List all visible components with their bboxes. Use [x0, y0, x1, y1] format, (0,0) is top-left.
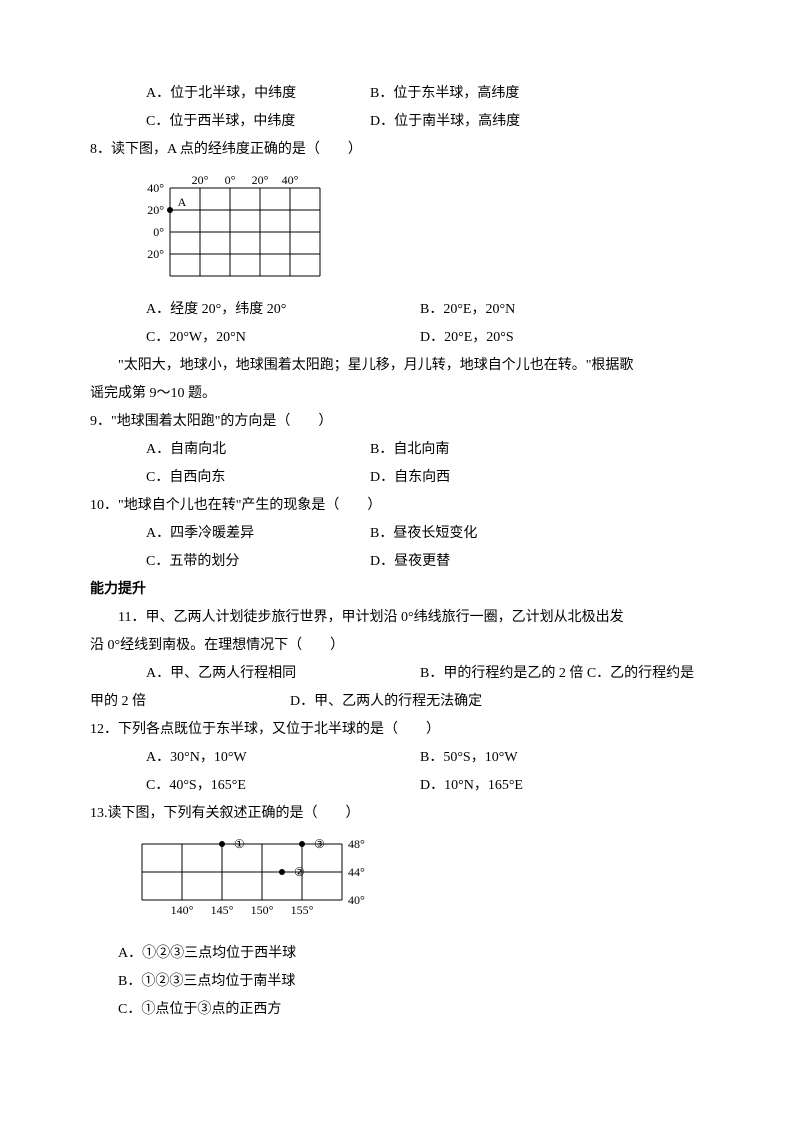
svg-text:①: ①: [234, 837, 245, 851]
section-heading: 能力提升: [90, 576, 710, 604]
q12-row2: C．40°S，165°E D．10°N，165°E: [90, 772, 710, 800]
q8-opt-d: D．20°E，20°S: [420, 324, 710, 352]
q7-row2: C．位于西半球，中纬度 D．位于南半球，高纬度: [90, 108, 710, 136]
q10-opt-b: B．昼夜长短变化: [370, 520, 710, 548]
svg-text:145°: 145°: [211, 903, 234, 917]
passage-l2: 谣完成第 9～10 题。: [90, 380, 710, 408]
q9-stem: 9．"地球围着太阳跑"的方向是（ ）: [90, 408, 710, 436]
q13-opt-a: A．①②③三点均位于西半球: [90, 940, 710, 968]
q8-opt-b: B．20°E，20°N: [420, 296, 710, 324]
svg-text:③: ③: [314, 837, 325, 851]
q9-opt-b: B．自北向南: [370, 436, 710, 464]
q10-stem: 10．"地球自个儿也在转"产生的现象是（ ）: [90, 492, 710, 520]
q11-opt-d: D．甲、乙两人的行程无法确定: [290, 688, 482, 716]
q12-opt-c: C．40°S，165°E: [90, 772, 420, 800]
q9-row2: C．自西向东 D．自东向西: [90, 464, 710, 492]
svg-text:20°: 20°: [192, 173, 209, 187]
q13-figure: 48° 44° 40° 140° 145° 150° 155° ① ②③: [90, 828, 710, 940]
q8-row1: A．经度 20°，纬度 20° B．20°E，20°N: [90, 296, 710, 324]
q8-figure: 20° 0° 20° 40° 40° 20° 0° 20° A: [90, 164, 710, 296]
q7-opt-b: B．位于东半球，高纬度: [370, 80, 710, 108]
q13-opt-c: C．①点位于③点的正西方: [90, 996, 710, 1024]
q9-opt-c: C．自西向东: [90, 464, 370, 492]
svg-text:20°: 20°: [147, 247, 164, 261]
q12-opt-b: B．50°S，10°W: [420, 744, 710, 772]
q10-row1: A．四季冷暖差异 B．昼夜长短变化: [90, 520, 710, 548]
q9-opt-d: D．自东向西: [370, 464, 710, 492]
q7-opt-c: C．位于西半球，中纬度: [90, 108, 370, 136]
q8-opt-a: A．经度 20°，纬度 20°: [90, 296, 420, 324]
q10-opt-d: D．昼夜更替: [370, 548, 710, 576]
svg-text:②: ②: [294, 865, 305, 879]
svg-text:20°: 20°: [147, 203, 164, 217]
svg-text:20°: 20°: [252, 173, 269, 187]
q12-opt-d: D．10°N，165°E: [420, 772, 710, 800]
q13-opt-b: B．①②③三点均位于南半球: [90, 968, 710, 996]
svg-text:155°: 155°: [291, 903, 314, 917]
q12-opt-a: A．30°N，10°W: [90, 744, 420, 772]
q8-row2: C．20°W，20°N D．20°E，20°S: [90, 324, 710, 352]
q12-row1: A．30°N，10°W B．50°S，10°W: [90, 744, 710, 772]
q11-opt-bc: B．甲的行程约是乙的 2 倍 C．乙的行程约是: [420, 660, 710, 688]
q11-opt-a: A．甲、乙两人行程相同: [90, 660, 420, 688]
q10-opt-c: C．五带的划分: [90, 548, 370, 576]
q10-row2: C．五带的划分 D．昼夜更替: [90, 548, 710, 576]
passage-l1: "太阳大，地球小，地球围着太阳跑；星儿移，月儿转，地球自个儿也在转。"根据歌: [90, 352, 710, 380]
q7-row1: A．位于北半球，中纬度 B．位于东半球，高纬度: [90, 80, 710, 108]
svg-text:48°: 48°: [348, 837, 365, 851]
q7-opt-d: D．位于南半球，高纬度: [370, 108, 710, 136]
q7-opt-a: A．位于北半球，中纬度: [90, 80, 370, 108]
svg-text:40°: 40°: [147, 181, 164, 195]
svg-text:40°: 40°: [348, 893, 365, 907]
svg-text:44°: 44°: [348, 865, 365, 879]
svg-text:A: A: [178, 195, 187, 209]
svg-text:40°: 40°: [282, 173, 299, 187]
q11-l2: 沿 0°经线到南极。在理想情况下（ ）: [90, 632, 710, 660]
svg-text:0°: 0°: [225, 173, 236, 187]
q13-stem: 13.读下图，下列有关叙述正确的是（ ）: [90, 800, 710, 828]
q8-stem: 8．读下图，A 点的经纬度正确的是（ ）: [90, 136, 710, 164]
q12-stem: 12．下列各点既位于东半球，又位于北半球的是（ ）: [90, 716, 710, 744]
q11-l1: 11．甲、乙两人计划徒步旅行世界，甲计划沿 0°纬线旅行一圈，乙计划从北极出发: [90, 604, 710, 632]
q11-row1: A．甲、乙两人行程相同 B．甲的行程约是乙的 2 倍 C．乙的行程约是: [90, 660, 710, 688]
q11-row2: 甲的 2 倍 D．甲、乙两人的行程无法确定: [90, 688, 710, 716]
svg-text:150°: 150°: [251, 903, 274, 917]
q10-opt-a: A．四季冷暖差异: [90, 520, 370, 548]
svg-text:140°: 140°: [171, 903, 194, 917]
q9-opt-a: A．自南向北: [90, 436, 370, 464]
q11-row2a: 甲的 2 倍: [90, 688, 290, 716]
q9-row1: A．自南向北 B．自北向南: [90, 436, 710, 464]
q8-opt-c: C．20°W，20°N: [90, 324, 420, 352]
svg-text:0°: 0°: [153, 225, 164, 239]
